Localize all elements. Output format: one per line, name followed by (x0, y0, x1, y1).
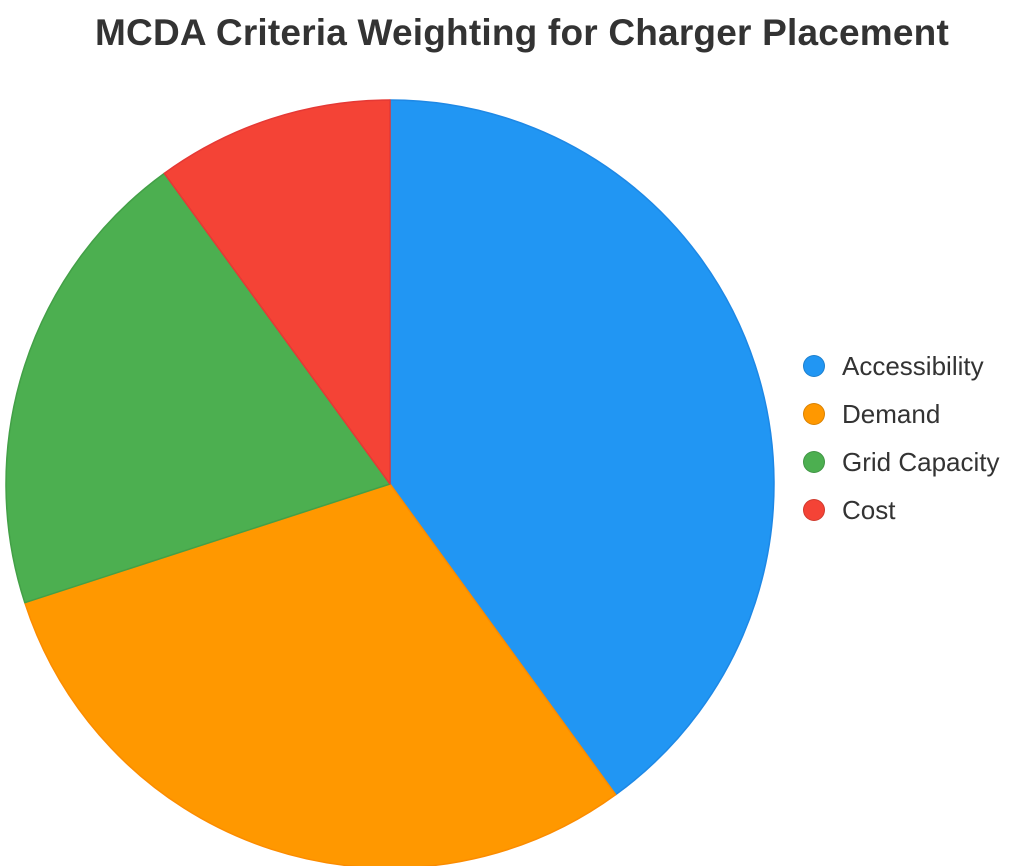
legend-label-demand: Demand (842, 398, 941, 429)
pie-slice-demand[interactable] (24, 483, 617, 866)
chart-title: MCDA Criteria Weighting for Charger Plac… (95, 12, 949, 53)
pie-slice-cost[interactable] (163, 99, 391, 485)
legend-label-accessibility: Accessibility (842, 350, 984, 381)
pie-slice-grid-capacity[interactable] (5, 172, 391, 604)
legend-item-grid-capacity[interactable]: Grid Capacity (803, 438, 1031, 486)
legend-label-cost: Cost (842, 494, 896, 525)
legend-item-cost[interactable]: Cost (803, 486, 1031, 534)
legend-label-grid-capacity: Grid Capacity (842, 446, 1000, 477)
pie-slices (5, 99, 775, 866)
legend: Accessibility Demand Grid Capacity Cost (803, 342, 1031, 534)
legend-item-accessibility[interactable]: Accessibility (803, 342, 1031, 390)
legend-swatch-demand (803, 403, 825, 425)
legend-swatch-grid-capacity (803, 451, 825, 473)
legend-swatch-cost (803, 499, 825, 521)
pie-slice-accessibility[interactable] (389, 99, 775, 796)
legend-swatch-accessibility (803, 355, 825, 377)
legend-item-demand[interactable]: Demand (803, 390, 1031, 438)
